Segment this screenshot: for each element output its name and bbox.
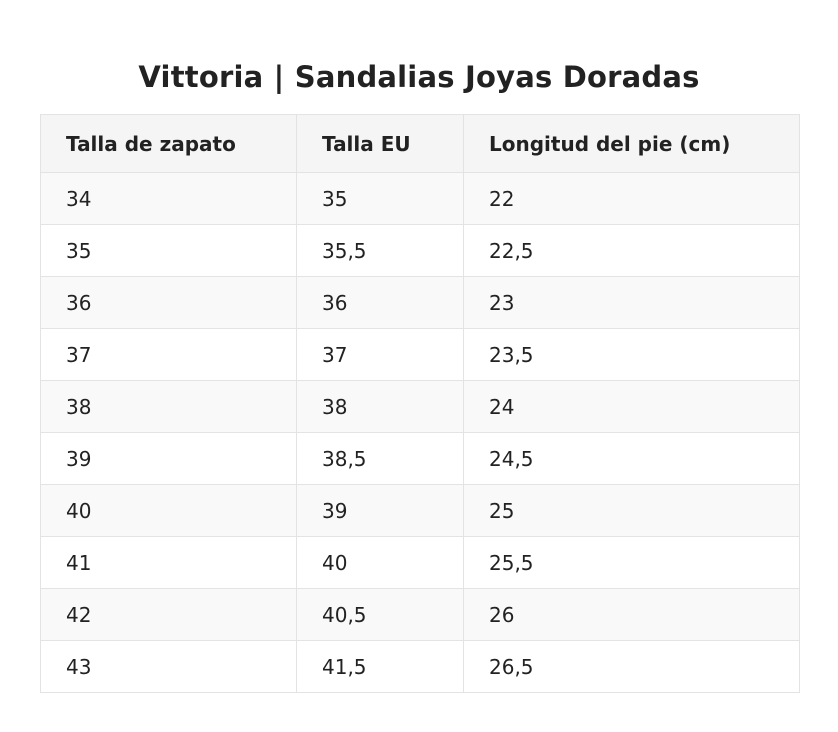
table-row: 42 40,5 26	[40, 588, 800, 641]
header-foot-length: Longitud del pie (cm)	[463, 114, 800, 173]
cell-foot-length: 25,5	[463, 536, 800, 589]
cell-eu-size: 38,5	[296, 432, 464, 485]
cell-shoe-size: 37	[40, 328, 297, 381]
header-eu-size: Talla EU	[296, 114, 464, 173]
size-chart-table: Talla de zapato Talla EU Longitud del pi…	[40, 114, 800, 693]
cell-foot-length: 22	[463, 172, 800, 225]
table-row: 39 38,5 24,5	[40, 432, 800, 485]
cell-eu-size: 38	[296, 380, 464, 433]
cell-shoe-size: 40	[40, 484, 297, 537]
cell-shoe-size: 35	[40, 224, 297, 277]
cell-eu-size: 35	[296, 172, 464, 225]
cell-shoe-size: 36	[40, 276, 297, 329]
table-row: 40 39 25	[40, 484, 800, 537]
table-row: 35 35,5 22,5	[40, 224, 800, 277]
cell-foot-length: 24	[463, 380, 800, 433]
cell-eu-size: 36	[296, 276, 464, 329]
cell-shoe-size: 43	[40, 640, 297, 693]
header-shoe-size: Talla de zapato	[40, 114, 297, 173]
table-row: 41 40 25,5	[40, 536, 800, 589]
cell-foot-length: 24,5	[463, 432, 800, 485]
table-row: 38 38 24	[40, 380, 800, 433]
cell-eu-size: 37	[296, 328, 464, 381]
cell-eu-size: 35,5	[296, 224, 464, 277]
cell-eu-size: 40	[296, 536, 464, 589]
table-row: 37 37 23,5	[40, 328, 800, 381]
cell-foot-length: 25	[463, 484, 800, 537]
cell-shoe-size: 41	[40, 536, 297, 589]
cell-foot-length: 22,5	[463, 224, 800, 277]
cell-shoe-size: 34	[40, 172, 297, 225]
table-header-row: Talla de zapato Talla EU Longitud del pi…	[40, 114, 800, 173]
cell-foot-length: 23	[463, 276, 800, 329]
cell-shoe-size: 42	[40, 588, 297, 641]
cell-foot-length: 26,5	[463, 640, 800, 693]
cell-eu-size: 39	[296, 484, 464, 537]
cell-foot-length: 23,5	[463, 328, 800, 381]
cell-foot-length: 26	[463, 588, 800, 641]
cell-shoe-size: 38	[40, 380, 297, 433]
cell-eu-size: 41,5	[296, 640, 464, 693]
page-title: Vittoria | Sandalias Joyas Doradas	[138, 60, 700, 95]
cell-shoe-size: 39	[40, 432, 297, 485]
table-row: 34 35 22	[40, 172, 800, 225]
cell-eu-size: 40,5	[296, 588, 464, 641]
table-row: 36 36 23	[40, 276, 800, 329]
table-row: 43 41,5 26,5	[40, 640, 800, 693]
